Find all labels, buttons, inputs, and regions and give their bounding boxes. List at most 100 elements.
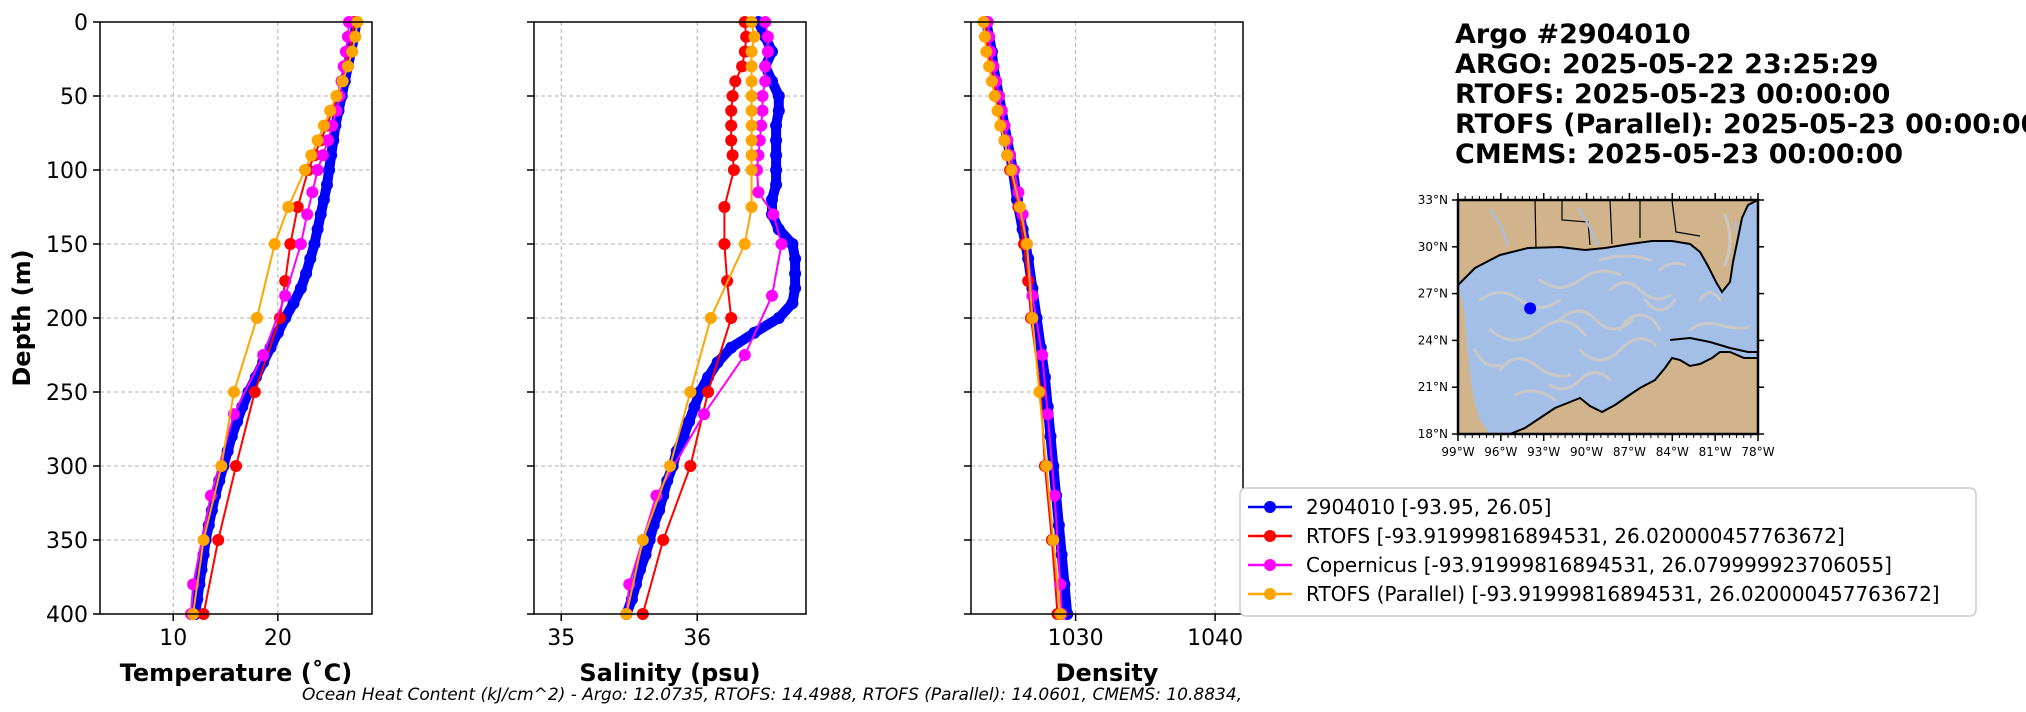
data-point-rtofs — [718, 201, 731, 213]
profile-panels: 0 50 100 150 200 250 300 350 400 10 20 Temperature … — [8, 11, 1244, 687]
data-point-rtofs_parallel — [311, 134, 324, 147]
x-tick-label: 35 — [547, 626, 575, 651]
data-point-rtofs — [727, 164, 740, 176]
data-point-rtofs_parallel — [664, 460, 676, 472]
data-point-rtofs_parallel — [282, 201, 295, 213]
y-tick-label: 400 — [46, 603, 88, 628]
data-point-rtofs — [725, 119, 738, 132]
data-point-copernicus — [257, 349, 270, 361]
data-point-rtofs_parallel — [745, 119, 758, 132]
legend-swatch-marker — [1264, 588, 1276, 600]
map-lon-label: 84°W — [1656, 445, 1689, 459]
location-map: 33°N 30°N 27°N 24°N 21°N 18°N 99°W 96°W 93°W 90°W… — [1418, 193, 1775, 459]
data-point-copernicus — [1036, 349, 1049, 361]
legend-entry-rtofs_parallel: RTOFS (Parallel) [-93.91999816894531, 26… — [1248, 582, 1940, 606]
data-point-copernicus — [301, 208, 314, 221]
y-tick-label: 0 — [74, 11, 88, 36]
map-lon-label: 78°W — [1741, 445, 1774, 459]
data-point-rtofs_parallel — [317, 119, 330, 132]
data-point-rtofs — [729, 75, 742, 88]
map-north-coastline — [1458, 200, 1758, 294]
title-block: Argo #2904010 ARGO: 2025-05-22 23:25:29 … — [1455, 19, 2026, 170]
map-lat-label: 24°N — [1418, 333, 1448, 347]
data-point-copernicus — [698, 408, 710, 421]
data-point-rtofs_parallel — [983, 60, 996, 73]
current-streamline — [1478, 291, 1562, 309]
data-point-copernicus — [322, 134, 335, 147]
data-point-rtofs_parallel — [745, 104, 758, 117]
data-point-copernicus — [311, 164, 324, 176]
data-point-rtofs_parallel — [349, 30, 362, 43]
current-streamline — [1488, 319, 1587, 342]
x-axis-label: Salinity (psu) — [579, 659, 760, 687]
title-line-argo-time: ARGO: 2025-05-22 23:25:29 — [1455, 49, 1878, 80]
map-lon-label: 93°W — [1527, 445, 1560, 459]
y-tick-label: 250 — [46, 381, 88, 406]
series-group — [977, 16, 1074, 620]
data-point-rtofs_parallel — [998, 134, 1011, 147]
map-lon-label: 90°W — [1570, 445, 1603, 459]
current-streamline — [1578, 337, 1657, 362]
data-point-rtofs_parallel — [305, 149, 318, 162]
data-point-rtofs — [273, 312, 286, 324]
y-tick-label: 300 — [46, 455, 88, 480]
legend-label: 2904010 [-93.95, 26.05] — [1306, 495, 1551, 519]
legend-label: RTOFS [-93.91999816894531, 26.0200004577… — [1306, 524, 1845, 548]
legend-label: Copernicus [-93.91999816894531, 26.07999… — [1306, 553, 1892, 577]
title-line-rtofs-time: RTOFS: 2025-05-23 00:00:00 — [1455, 79, 1890, 110]
data-point-rtofs — [1022, 275, 1035, 287]
map-lon-label: 81°W — [1699, 445, 1732, 459]
current-streamline — [1608, 281, 1672, 301]
data-point-rtofs — [726, 90, 739, 102]
current-streamline — [1723, 213, 1732, 267]
data-point-copernicus — [756, 90, 769, 102]
map-state-borders — [1534, 200, 1701, 249]
data-point-rtofs_parallel — [748, 30, 761, 43]
data-point-rtofs_parallel — [324, 104, 337, 117]
map-south-coastline — [1509, 351, 1758, 434]
data-point-rtofs_parallel — [684, 386, 697, 398]
data-point-rtofs_parallel — [1033, 386, 1046, 398]
data-point-rtofs_parallel — [1005, 164, 1018, 176]
x-tick-label: 1040 — [1187, 626, 1243, 651]
data-point-rtofs — [291, 201, 304, 213]
profile-panel-1: 0 50 100 150 200 250 300 350 400 10 20 Temperature … — [8, 11, 373, 687]
map-lat-label: 18°N — [1418, 427, 1448, 441]
data-point-rtofs — [718, 238, 731, 250]
legend-label: RTOFS (Parallel) [-93.91999816894531, 26… — [1306, 582, 1940, 606]
current-streamline — [1473, 348, 1502, 368]
current-streamline — [1498, 357, 1572, 378]
y-axis-label: Depth (m) — [8, 249, 36, 386]
current-streamline — [1698, 291, 1722, 302]
legend-entry-copernicus: Copernicus [-93.91999816894531, 26.07999… — [1248, 553, 1892, 577]
legend-swatch-marker — [1264, 559, 1276, 571]
data-point-rtofs_parallel — [250, 312, 263, 324]
legend: 2904010 [-93.95, 26.05] RTOFS [-93.919998… — [1239, 487, 1977, 617]
data-point-copernicus — [759, 75, 772, 88]
data-point-copernicus — [766, 289, 778, 302]
data-point-copernicus — [1048, 489, 1061, 502]
data-point-rtofs_parallel — [745, 60, 758, 73]
legend-frame — [1239, 487, 1977, 617]
map-lon-label: 87°W — [1613, 445, 1646, 459]
data-point-rtofs_parallel — [336, 75, 349, 88]
current-streamline — [1658, 261, 1687, 272]
map-lat-label: 21°N — [1418, 380, 1448, 394]
data-point-rtofs_parallel — [978, 30, 991, 43]
data-point-rtofs — [736, 60, 749, 73]
data-point-rtofs — [725, 134, 738, 147]
data-point-copernicus — [775, 238, 788, 250]
data-point-rtofs — [725, 312, 738, 324]
data-point-rtofs_parallel — [988, 90, 1001, 102]
profile-panel-2: 35 36 Salinity (psu) — [527, 16, 807, 687]
data-point-rtofs_parallel — [636, 534, 649, 546]
data-point-copernicus — [756, 104, 769, 117]
data-point-rtofs_parallel — [745, 164, 758, 176]
series-band-argo — [621, 17, 801, 619]
map-graticule-ticks: 33°N 30°N 27°N 24°N 21°N 18°N 99°W 96°W 93°W 90°W… — [1418, 193, 1775, 459]
data-point-rtofs — [212, 534, 225, 546]
map-lat-label: 30°N — [1418, 240, 1448, 254]
data-point-copernicus — [1026, 289, 1039, 302]
data-point-rtofs — [725, 104, 738, 117]
data-point-rtofs — [248, 386, 261, 398]
